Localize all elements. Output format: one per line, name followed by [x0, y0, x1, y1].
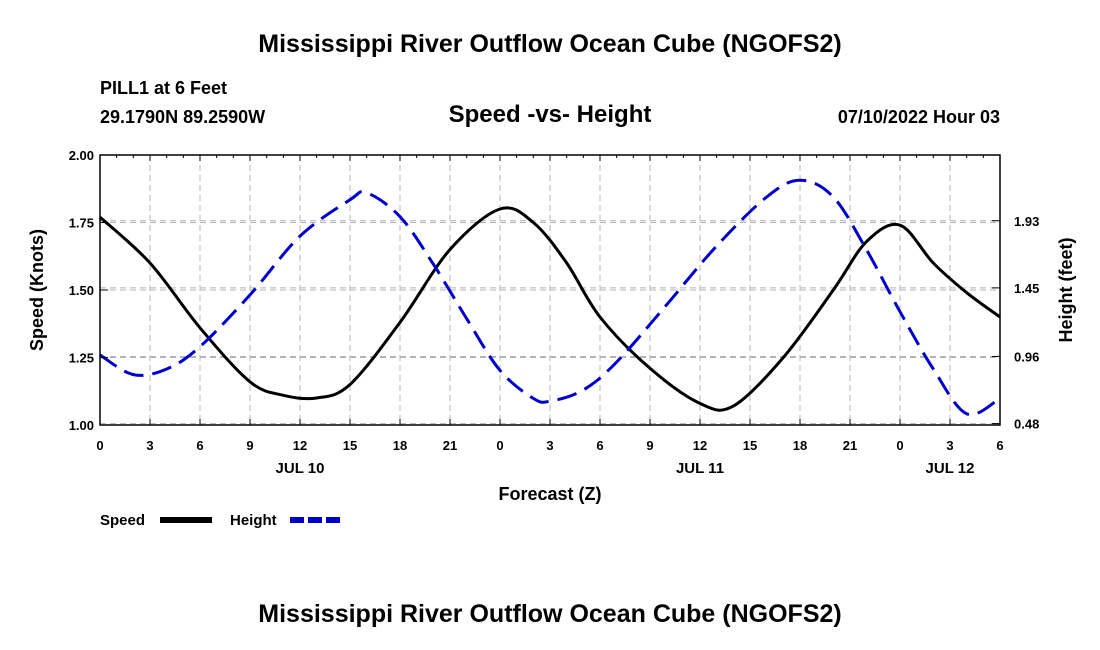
y-axis-title-right: Height (feet) [1056, 238, 1076, 343]
y2-tick-label: 0.48 [1014, 417, 1039, 432]
x-tick-label: 3 [146, 438, 153, 453]
x-tick-label: 3 [946, 438, 953, 453]
x-tick-label: 9 [646, 438, 653, 453]
series-line-height [99, 178, 1001, 417]
x-tick-label: 15 [743, 438, 757, 453]
chart-title-bottom: Mississippi River Outflow Ocean Cube (NG… [258, 600, 842, 628]
x-tick-label: 6 [196, 438, 203, 453]
chart-subtitle: Speed -vs- Height [448, 101, 652, 128]
series-line-speed [98, 206, 1001, 412]
forecast-datetime: 07/10/2022 Hour 03 [837, 107, 1000, 127]
axis-ticks [99, 154, 1001, 426]
x-tick-label: 9 [246, 438, 253, 453]
legend-label-height: Height [230, 512, 277, 529]
grid [100, 155, 1000, 425]
station-label: PILL1 at 6 Feet [100, 78, 228, 98]
chart-title-top: Mississippi River Outflow Ocean Cube (NG… [258, 30, 842, 58]
x-tick-label: 12 [693, 438, 707, 453]
station-coordinates: 29.1790N 89.2590W [100, 107, 266, 127]
date-label: JUL 10 [276, 460, 325, 477]
x-axis-title: Forecast (Z) [498, 484, 601, 504]
x-tick-label: 6 [596, 438, 603, 453]
legend-label-speed: Speed [100, 512, 145, 529]
x-tick-label: 0 [896, 438, 903, 453]
date-label: JUL 11 [676, 460, 724, 477]
y-tick-label: 1.75 [69, 216, 94, 231]
x-tick-label: 6 [996, 438, 1003, 453]
x-tick-label: 12 [293, 438, 307, 453]
x-tick-label: 15 [343, 438, 357, 453]
y-tick-label: 1.25 [69, 351, 94, 366]
x-tick-label: 0 [496, 438, 503, 453]
series-lines [98, 178, 1001, 417]
axis-labels: 0 3 6 9 12 15 18 21 0 3 6 9 12 15 18 21 0 3 6 JUL 10 JUL 11 J… [69, 148, 1040, 477]
y2-tick-label: 0.96 [1014, 349, 1039, 364]
y-tick-label: 1.00 [69, 418, 94, 433]
legend: Speed Height [100, 512, 342, 529]
x-tick-label: 18 [393, 438, 407, 453]
y-axis-title-left: Speed (Knots) [27, 229, 47, 351]
y2-tick-label: 1.45 [1014, 281, 1039, 296]
x-tick-label: 21 [443, 438, 457, 453]
x-tick-label: 21 [843, 438, 857, 453]
y-tick-label: 1.50 [69, 283, 94, 298]
x-tick-label: 3 [546, 438, 553, 453]
x-tick-label: 18 [793, 438, 807, 453]
y-tick-label: 2.00 [69, 148, 94, 163]
x-tick-label: 0 [96, 438, 103, 453]
y2-tick-label: 1.93 [1014, 214, 1039, 229]
date-label: JUL 12 [926, 460, 975, 477]
